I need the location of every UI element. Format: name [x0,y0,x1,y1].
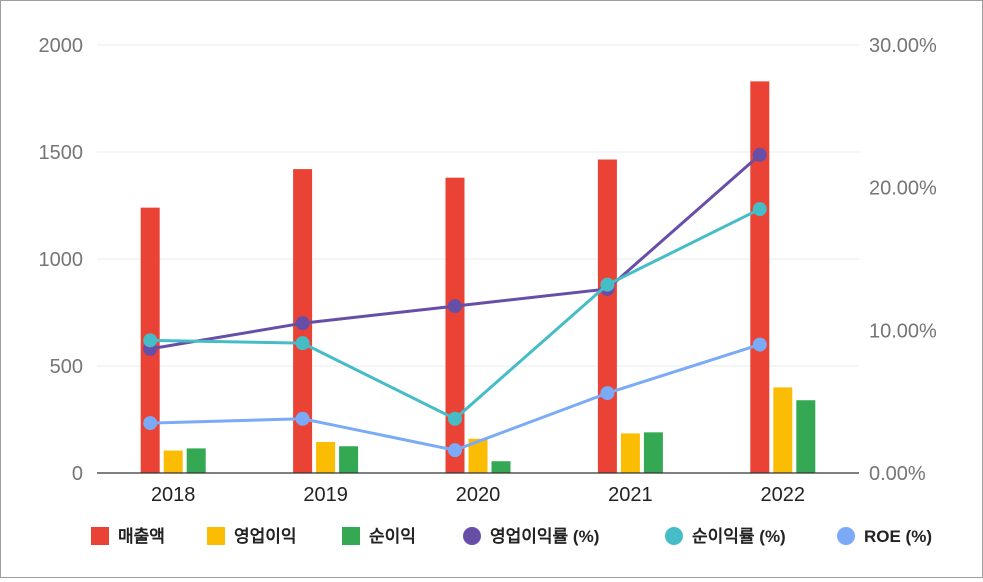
gridlines [97,44,859,367]
right-tick-label: 10.00% [869,320,937,342]
legend-label: 순이익 [369,527,416,546]
series-point-3 [600,386,615,401]
legend-label: ROE (%) [864,527,932,546]
x-tick-label: 2022 [761,484,806,506]
series-point-3 [448,443,462,458]
bar-3 [643,432,663,473]
legend: 매출액 영업이익 순이익 영업이익률 (%) 순이익률 (%) ROE (%) [91,527,932,546]
bar-1 [597,159,617,474]
right-axis-ticks: 0.00% 10.00% 20.00% 30.00% [869,35,937,485]
right-tick-label: 20.00% [869,178,937,200]
bar-1 [445,177,465,473]
bar-2 [163,450,183,473]
legend-swatch [837,527,855,545]
bar-3 [339,446,359,473]
series-point-2 [752,202,767,217]
legend-swatch [665,527,683,545]
series-point-3 [752,337,767,352]
bar-3 [491,461,511,473]
left-axis-ticks: 0 500 1000 1500 2000 [39,35,84,485]
series-point-1 [295,316,310,331]
series-point-2 [143,333,158,348]
series-point-2 [448,411,462,426]
left-tick-label: 1500 [39,142,84,164]
left-tick-label: 2000 [39,35,84,57]
legend-swatch [463,527,481,545]
bar-3 [186,448,206,473]
left-tick-label: 0 [72,463,83,485]
right-tick-label: 0.00% [869,463,926,485]
series-point-1 [448,299,462,314]
series-point-1 [752,147,767,162]
bar-2 [316,441,336,473]
legend-swatch [91,527,109,545]
bar-2 [773,387,793,473]
bar-3 [796,400,816,473]
series-point-3 [295,411,310,426]
bar-2 [468,438,488,473]
bar-marks [140,81,816,474]
bar-2 [620,433,640,473]
legend-swatch [207,527,225,545]
x-tick-label: 2020 [456,484,501,506]
left-tick-label: 500 [50,356,83,378]
x-axis-ticks: 2018 2019 2020 2021 2022 [151,484,805,506]
legend-swatch [342,527,360,545]
legend-label: 영업이익 [234,527,297,546]
legend-label: 영업이익률 (%) [490,527,599,546]
legend-label: 순이익률 (%) [692,527,786,546]
legend-label: 매출액 [118,527,165,546]
series-point-3 [143,416,158,431]
x-tick-label: 2021 [608,484,653,506]
series-point-2 [600,277,615,292]
bar-1 [750,81,770,473]
line-marks [143,147,767,458]
right-tick-label: 30.00% [869,35,937,57]
series-point-2 [295,336,310,351]
x-tick-label: 2019 [303,484,348,506]
left-tick-label: 1000 [39,249,84,271]
x-tick-label: 2018 [151,484,196,506]
